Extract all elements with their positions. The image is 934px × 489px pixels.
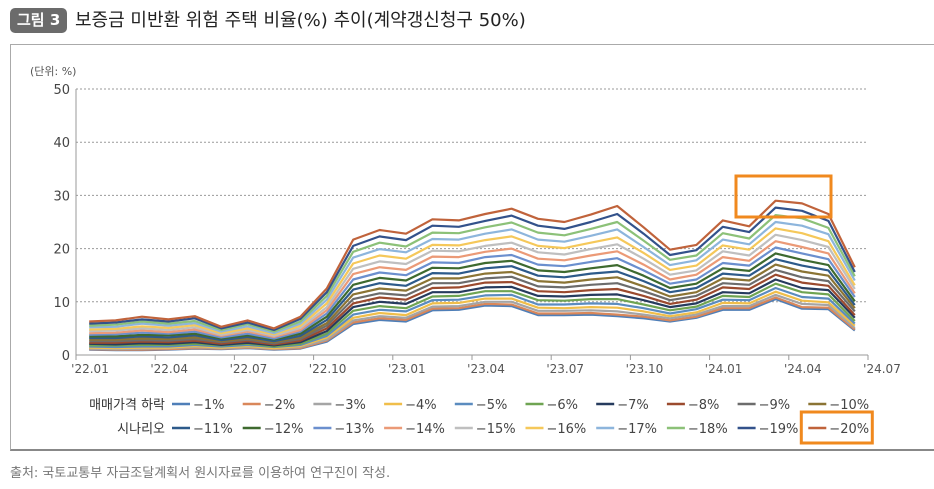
y-tick-label: 40 — [53, 136, 70, 151]
highlight-box-legend — [799, 410, 874, 445]
legend-label: −10% — [829, 398, 869, 413]
unit-label: (단위: %) — [30, 65, 77, 78]
y-tick-label: 0 — [62, 349, 70, 364]
y-tick-label: 10 — [53, 296, 70, 311]
source-note: 출처: 국토교통부 자금조달계획서 원시자료를 이용하여 연구진이 작성. — [10, 466, 391, 481]
legend-label: −3% — [334, 398, 366, 413]
legend-label: −8% — [688, 398, 720, 413]
series-line-minus-18% — [89, 214, 856, 333]
legend-label: −16% — [547, 422, 587, 437]
legend-label: −1% — [193, 398, 225, 413]
x-tick-label: '24.07 — [863, 362, 901, 376]
x-tick-label: '23.01 — [388, 362, 426, 376]
x-tick-label: '22.07 — [230, 362, 268, 376]
series-line-minus-14% — [89, 240, 856, 338]
legend-label: −11% — [193, 422, 233, 437]
x-tick-label: '23.04 — [467, 362, 505, 376]
legend-label: −2% — [264, 398, 296, 413]
series-line-minus-8% — [89, 273, 856, 346]
legend-label: −18% — [688, 422, 728, 437]
legend-label: −9% — [759, 398, 791, 413]
legend-label: −4% — [405, 398, 437, 413]
highlight-box-peak — [734, 174, 833, 219]
legend-label: −6% — [547, 398, 579, 413]
legend-label: −5% — [476, 398, 508, 413]
series-line-minus-16% — [89, 227, 856, 336]
x-tick-label: '22.01 — [71, 362, 109, 376]
legend-label: −19% — [759, 422, 799, 437]
y-tick-label: 20 — [53, 243, 70, 258]
series-line-minus-20% — [89, 199, 856, 330]
chart-frame — [10, 44, 934, 451]
x-tick-label: '22.10 — [309, 362, 347, 376]
series-line-minus-11% — [89, 258, 856, 343]
legend-label: −14% — [405, 422, 445, 437]
figure-badge: 그림 3 — [10, 8, 68, 33]
figure-title: 보증금 미반환 위험 주택 비율(%) 추이(계약갱신청구 50%) — [75, 10, 526, 31]
legend-label: −17% — [617, 422, 657, 437]
legend-label: −15% — [476, 422, 516, 437]
series-line-minus-19% — [89, 206, 856, 332]
x-tick-label: '24.04 — [784, 362, 822, 376]
legend-title: 매매가격 하락 — [89, 398, 165, 413]
series-line-minus-7% — [89, 278, 856, 347]
series-line-minus-12% — [89, 252, 856, 341]
series-line-minus-10% — [89, 263, 856, 344]
series-line-minus-13% — [89, 246, 856, 340]
legend-label: −7% — [617, 398, 649, 413]
y-tick-label: 50 — [53, 83, 70, 98]
x-tick-label: '24.01 — [705, 362, 743, 376]
x-tick-label: '23.07 — [546, 362, 584, 376]
x-tick-label: '22.04 — [150, 362, 188, 376]
x-tick-label: '23.10 — [626, 362, 664, 376]
legend-title: 시나리오 — [117, 422, 165, 437]
legend-label: −13% — [334, 422, 374, 437]
series-line-minus-17% — [89, 220, 856, 335]
legend-label: −12% — [264, 422, 304, 437]
legend-label: −20% — [829, 422, 869, 437]
series-line-minus-15% — [89, 233, 856, 337]
y-tick-label: 30 — [53, 189, 70, 204]
